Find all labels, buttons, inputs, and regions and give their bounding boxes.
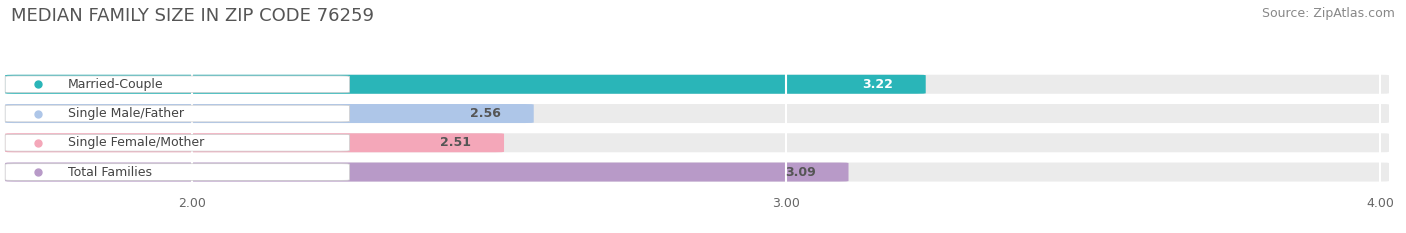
FancyBboxPatch shape [6, 104, 1389, 123]
FancyBboxPatch shape [6, 76, 350, 93]
Text: 2.56: 2.56 [470, 107, 501, 120]
Text: Single Female/Mother: Single Female/Mother [67, 136, 204, 149]
FancyBboxPatch shape [6, 75, 1389, 94]
Text: 3.09: 3.09 [785, 165, 815, 178]
Text: Source: ZipAtlas.com: Source: ZipAtlas.com [1261, 7, 1395, 20]
FancyBboxPatch shape [6, 163, 848, 182]
Text: 2.51: 2.51 [440, 136, 471, 149]
FancyBboxPatch shape [6, 133, 1389, 152]
FancyBboxPatch shape [6, 164, 350, 180]
Text: Married-Couple: Married-Couple [67, 78, 163, 91]
FancyBboxPatch shape [6, 104, 534, 123]
Text: 3.22: 3.22 [862, 78, 893, 91]
Text: Single Male/Father: Single Male/Father [67, 107, 184, 120]
FancyBboxPatch shape [6, 75, 925, 94]
FancyBboxPatch shape [6, 105, 350, 122]
Text: MEDIAN FAMILY SIZE IN ZIP CODE 76259: MEDIAN FAMILY SIZE IN ZIP CODE 76259 [11, 7, 374, 25]
FancyBboxPatch shape [6, 134, 350, 151]
Text: Total Families: Total Families [67, 165, 152, 178]
FancyBboxPatch shape [6, 133, 503, 152]
FancyBboxPatch shape [6, 163, 1389, 182]
